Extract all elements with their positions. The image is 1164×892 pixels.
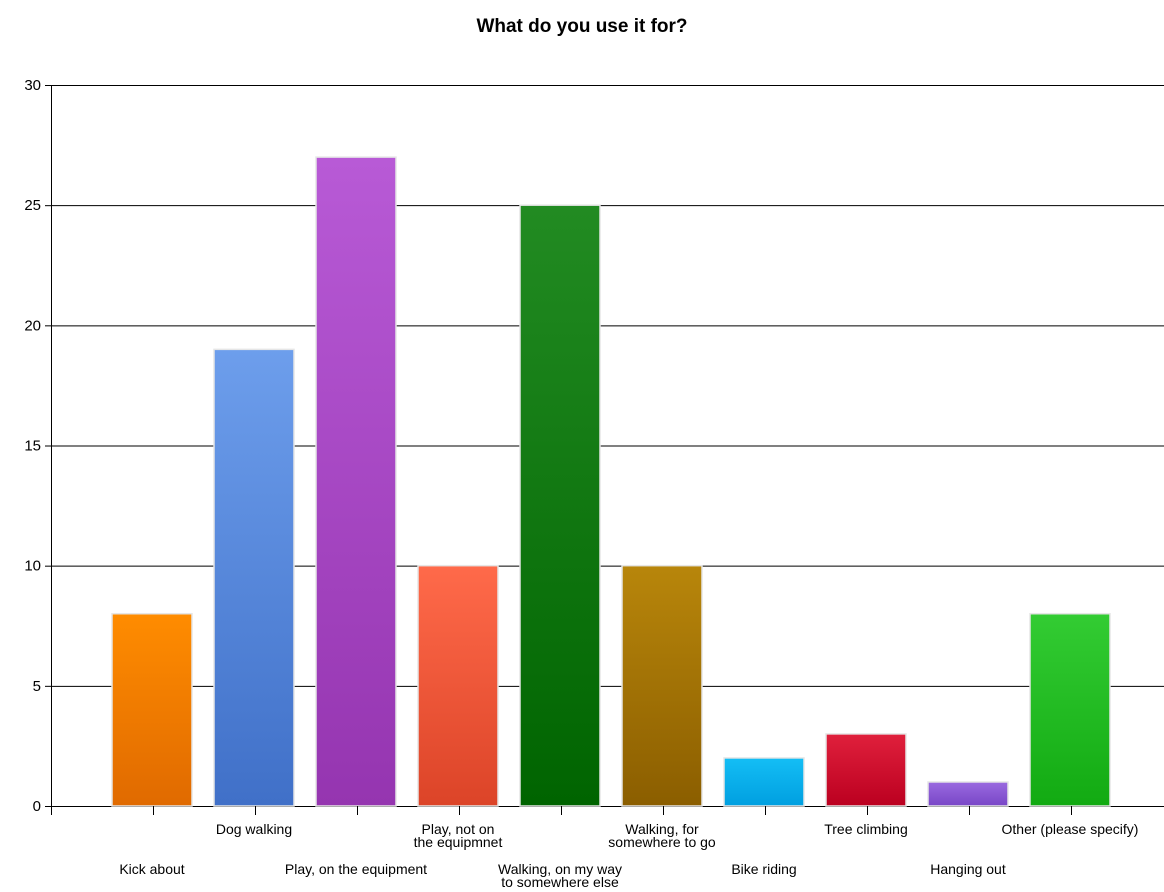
x-category-label: somewhere to go <box>608 834 716 850</box>
y-tick-label: 10 <box>24 558 41 575</box>
x-category-label: Play, not on <box>422 821 495 837</box>
x-category-label: the equipmnet <box>414 834 503 850</box>
bar <box>927 781 1009 807</box>
bar <box>315 156 397 807</box>
bars <box>111 156 1111 807</box>
x-category-label: Walking, on my way <box>498 861 622 877</box>
chart-title: What do you use it for? <box>476 16 688 37</box>
x-category-label: Other (please specify) <box>1002 821 1139 837</box>
x-category-label: Play, on the equipment <box>285 861 427 877</box>
x-category-label: Walking, for <box>625 821 699 837</box>
bar <box>1029 612 1111 807</box>
bar <box>519 204 601 807</box>
y-tick-label: 20 <box>24 317 41 334</box>
x-category-label: Bike riding <box>731 861 796 877</box>
bar <box>417 564 499 807</box>
y-tick-label: 15 <box>24 438 41 455</box>
x-category-label: to somewhere else <box>501 874 619 890</box>
y-tick-label: 25 <box>24 197 41 214</box>
y-tick-label: 5 <box>33 678 41 695</box>
category-labels: Kick about Dog walking Play, on the equipm… <box>119 821 1138 890</box>
x-category-label: Tree climbing <box>824 821 908 837</box>
bar <box>213 348 295 807</box>
y-tick-label: 30 <box>24 77 41 94</box>
bar <box>111 612 193 807</box>
axes: 0 5 10 15 20 25 30 <box>24 77 1072 815</box>
bar <box>621 564 703 807</box>
x-category-label: Dog walking <box>216 821 292 837</box>
bar <box>825 733 907 807</box>
x-category-label: Kick about <box>119 861 184 877</box>
x-category-label: Hanging out <box>930 861 1006 877</box>
bar <box>723 757 805 807</box>
y-tick-label: 0 <box>33 798 41 815</box>
